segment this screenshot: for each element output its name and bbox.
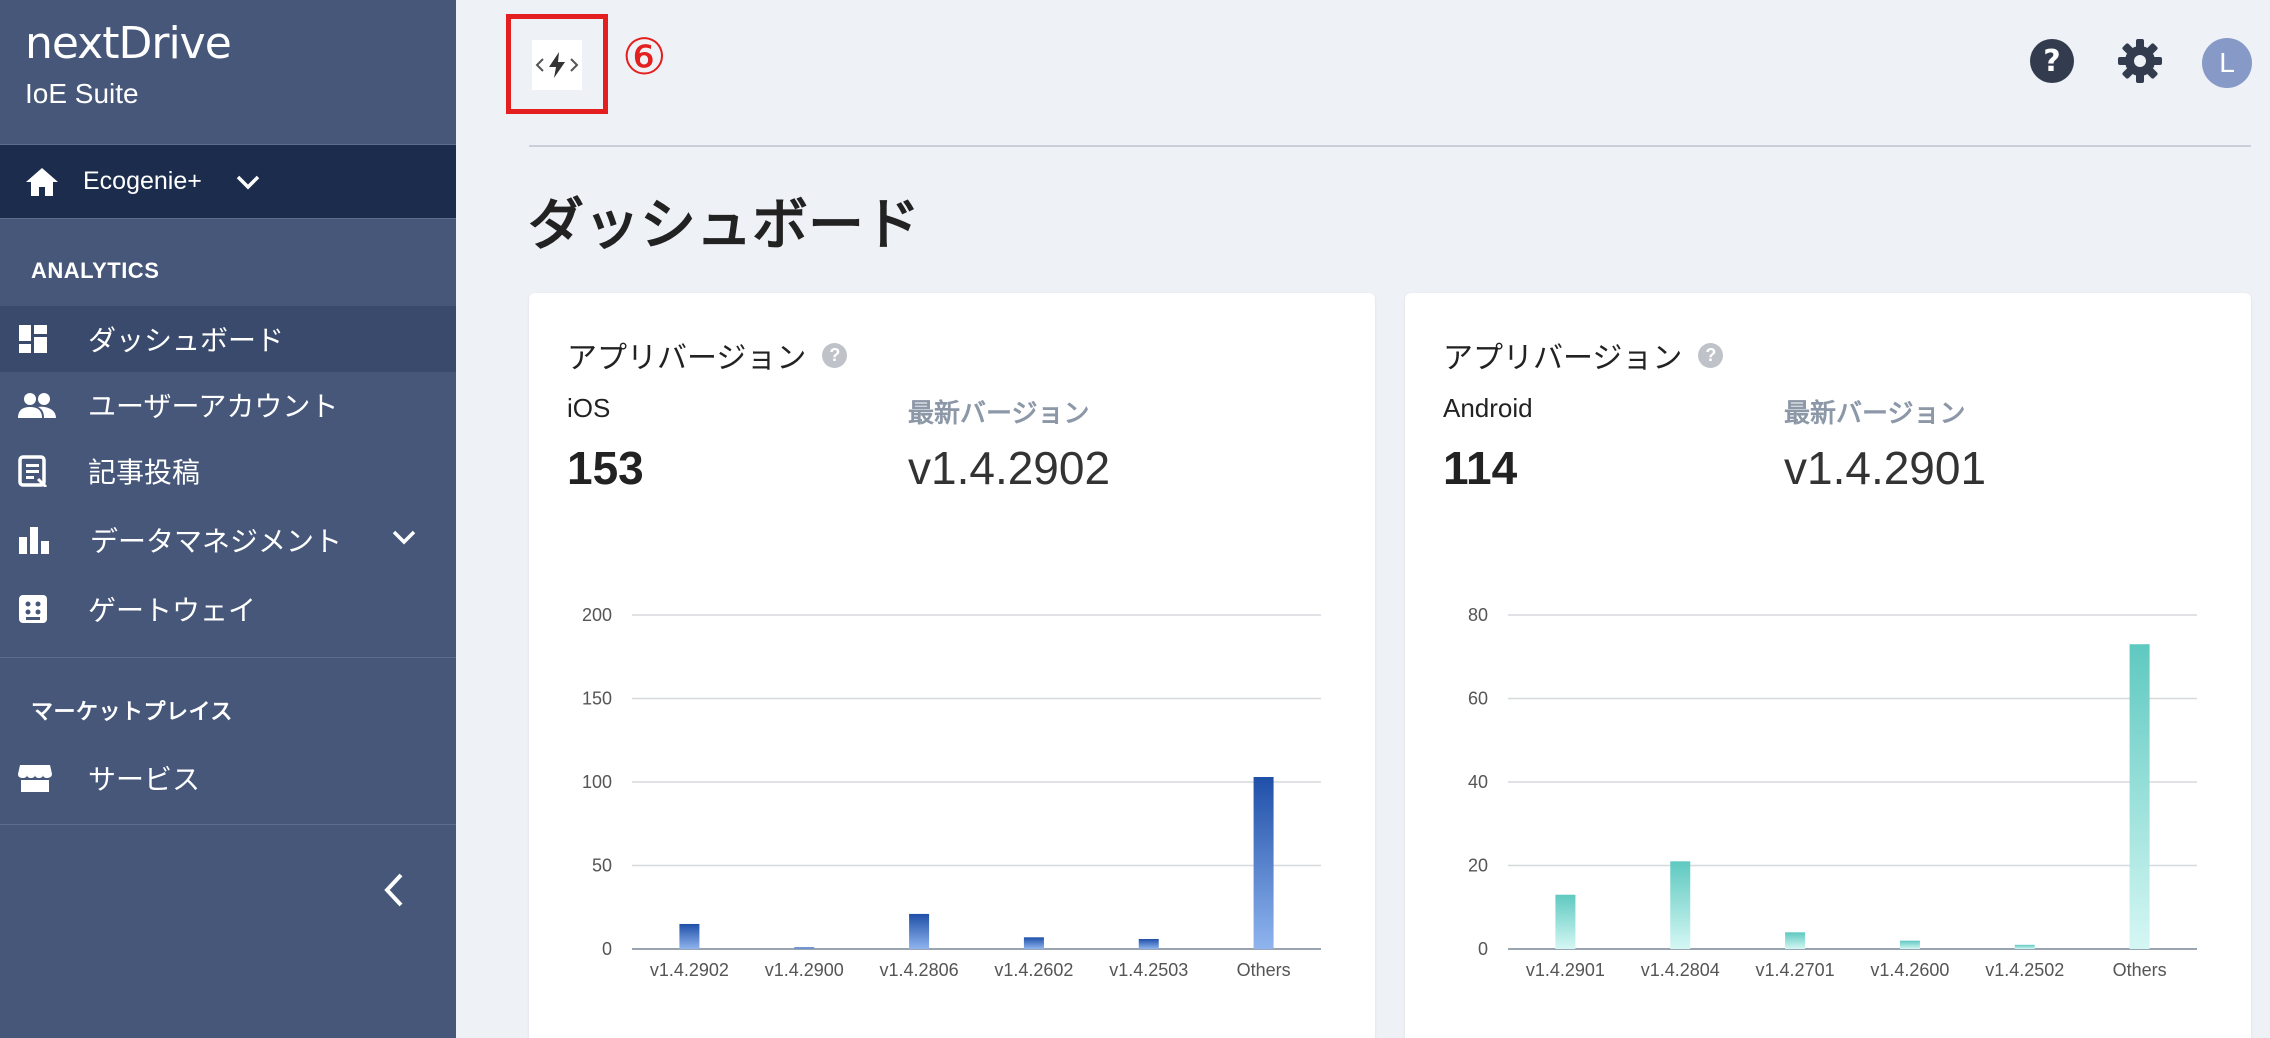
article-icon: [18, 455, 48, 487]
bar[interactable]: [1023, 937, 1044, 949]
help-icon[interactable]: ?: [2029, 38, 2075, 84]
sidebar-divider: [0, 657, 456, 658]
bar[interactable]: [2129, 644, 2150, 949]
sidebar-item-data-management[interactable]: データマネジメント: [0, 507, 456, 573]
latest-version-value: v1.4.2901: [1784, 442, 1987, 494]
x-tick-label: v1.4.2502: [1985, 960, 2064, 980]
bar[interactable]: [1253, 776, 1274, 949]
code-bolt-icon: [535, 52, 579, 78]
brand-subtitle: IoE Suite: [25, 78, 139, 109]
sidebar-item-label: ゲートウェイ: [88, 595, 257, 626]
y-tick-label: 50: [592, 856, 612, 876]
sidebar-item-user-accounts[interactable]: ユーザーアカウント: [0, 372, 456, 438]
bar[interactable]: [794, 947, 815, 949]
android-version-chart: 0 20 40 60 80 v1.4.2901 v1.4.2804 v1.4.2701 v1.4…: [1468, 605, 2197, 980]
help-icon[interactable]: ?: [1698, 342, 1724, 368]
sidebar-item-label: 記事投稿: [88, 457, 201, 488]
x-tick-label: v1.4.2806: [880, 960, 959, 980]
os-label: Android: [1443, 393, 1533, 423]
brand-logo: nextDrive: [25, 18, 232, 69]
ios-version-chart: 0 50 100 150 200 v1.4.2902 v1.4.2900 v1.4.2806 v…: [582, 605, 1321, 980]
ios-version-card: アプリバージョン ? iOS 最新バージョン 153 v1.4.2902 0 50…: [529, 293, 1375, 1038]
dashboard-icon: [19, 325, 47, 353]
y-tick-label: 80: [1468, 605, 1488, 625]
chevron-down-icon: [236, 175, 260, 189]
callout-number: ⑥: [622, 28, 667, 86]
card-title: アプリバージョン ?: [567, 333, 848, 377]
user-count: 114: [1443, 442, 1518, 494]
card-title: アプリバージョン ?: [1443, 333, 1724, 377]
user-count: 153: [567, 442, 644, 494]
svg-text:?: ?: [2043, 44, 2060, 79]
bar-chart-icon: [19, 527, 49, 554]
sidebar: nextDrive IoE Suite Ecogenie+ ANALYTICS …: [0, 0, 456, 1038]
sidebar-item-services[interactable]: サービス: [0, 745, 456, 811]
chevron-down-icon: [392, 530, 416, 545]
y-tick-label: 0: [1478, 939, 1488, 959]
dev-toggle-button[interactable]: [532, 40, 582, 90]
android-version-card: アプリバージョン ? Android 最新バージョン 114 v1.4.2901…: [1405, 293, 2251, 1038]
x-tick-label: v1.4.2701: [1756, 960, 1835, 980]
y-tick-label: 40: [1468, 772, 1488, 792]
x-tick-label: v1.4.2602: [994, 960, 1073, 980]
section-analytics: ANALYTICS: [31, 258, 160, 283]
y-tick-label: 100: [582, 772, 612, 792]
gear-icon[interactable]: [2117, 38, 2163, 84]
card-title-text: アプリバージョン: [567, 342, 807, 375]
brand: nextDrive IoE Suite: [0, 0, 456, 145]
highlight-box: [506, 14, 608, 114]
sidebar-item-label: サービス: [88, 764, 201, 795]
header-divider: [529, 145, 2251, 147]
bar[interactable]: [1785, 932, 1806, 949]
bar[interactable]: [1670, 861, 1691, 949]
card-title-text: アプリバージョン: [1443, 342, 1683, 375]
page-title: ダッシュボード: [528, 193, 920, 256]
y-tick-label: 200: [582, 605, 612, 625]
latest-version-label: 最新バージョン: [1784, 398, 1966, 428]
home-icon: [26, 167, 58, 196]
bar[interactable]: [679, 923, 700, 949]
y-tick-label: 20: [1468, 856, 1488, 876]
workspace-selector[interactable]: Ecogenie+: [0, 145, 456, 219]
sidebar-item-label: ユーザーアカウント: [88, 391, 339, 422]
store-icon: [18, 765, 52, 792]
bar[interactable]: [1138, 938, 1159, 949]
y-tick-label: 0: [602, 939, 612, 959]
avatar[interactable]: L: [2202, 38, 2252, 88]
x-tick-label: v1.4.2901: [1526, 960, 1605, 980]
sidebar-divider: [0, 824, 456, 825]
y-tick-label: 60: [1468, 689, 1488, 709]
sidebar-item-label: データマネジメント: [90, 526, 343, 557]
x-tick-label: v1.4.2503: [1109, 960, 1188, 980]
x-tick-label: v1.4.2600: [1870, 960, 1949, 980]
x-tick-label: v1.4.2804: [1641, 960, 1720, 980]
bar[interactable]: [2014, 944, 2035, 949]
latest-version-value: v1.4.2902: [908, 442, 1111, 494]
y-tick-label: 150: [582, 689, 612, 709]
bar[interactable]: [1899, 940, 1920, 949]
help-icon[interactable]: ?: [822, 342, 848, 368]
x-tick-label: v1.4.2902: [650, 960, 729, 980]
x-tick-label: Others: [1237, 960, 1291, 980]
section-marketplace: マーケットプレイス: [31, 699, 233, 724]
sidebar-item-gateway[interactable]: ゲートウェイ: [0, 576, 456, 642]
users-icon: [18, 393, 56, 418]
latest-version-label: 最新バージョン: [908, 398, 1090, 428]
x-tick-label: Others: [2113, 960, 2167, 980]
sidebar-item-articles[interactable]: 記事投稿: [0, 438, 456, 504]
bar[interactable]: [909, 913, 930, 949]
sidebar-item-label: ダッシュボード: [88, 325, 285, 356]
gateway-icon: [19, 595, 47, 623]
collapse-sidebar-icon[interactable]: [383, 872, 405, 908]
os-label: iOS: [567, 393, 611, 423]
x-tick-label: v1.4.2900: [765, 960, 844, 980]
sidebar-item-dashboard[interactable]: ダッシュボード: [0, 306, 456, 372]
workspace-label: Ecogenie+: [83, 167, 202, 195]
bar[interactable]: [1555, 894, 1576, 949]
